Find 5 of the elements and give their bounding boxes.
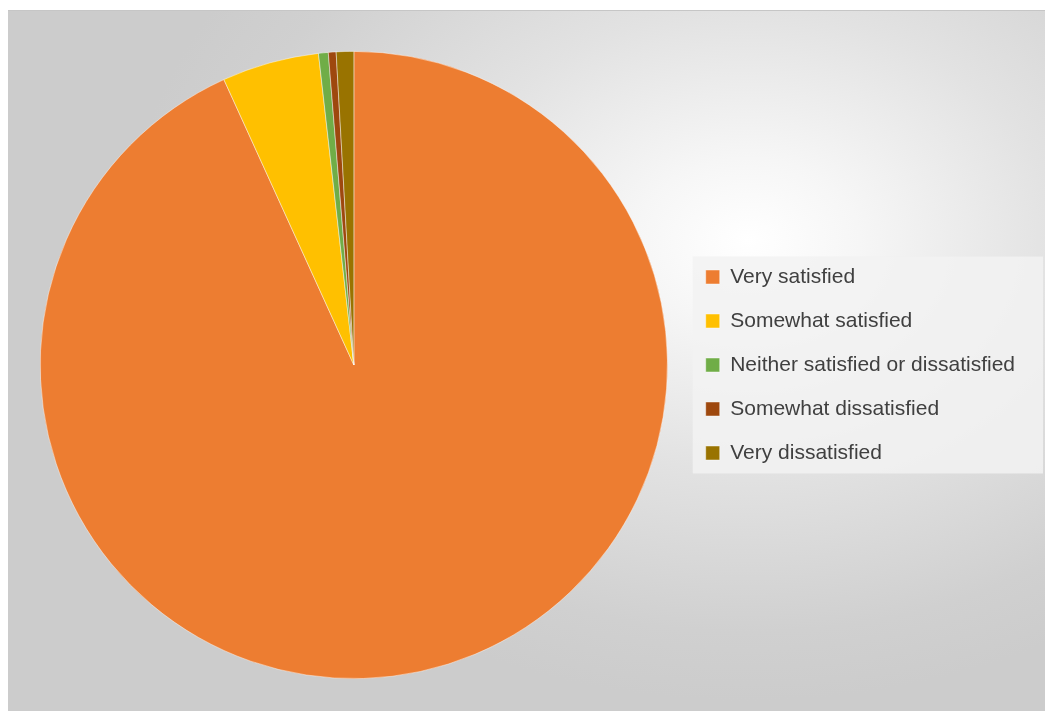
legend-label: Very satisfied [730, 263, 856, 287]
legend-label: Somewhat satisfied [730, 307, 913, 331]
legend-label: Neither satisfied or dissatisfied [730, 351, 1015, 375]
legend-label: Very dissatisfied [730, 439, 882, 463]
legend-label: Somewhat dissatisfied [730, 395, 940, 419]
